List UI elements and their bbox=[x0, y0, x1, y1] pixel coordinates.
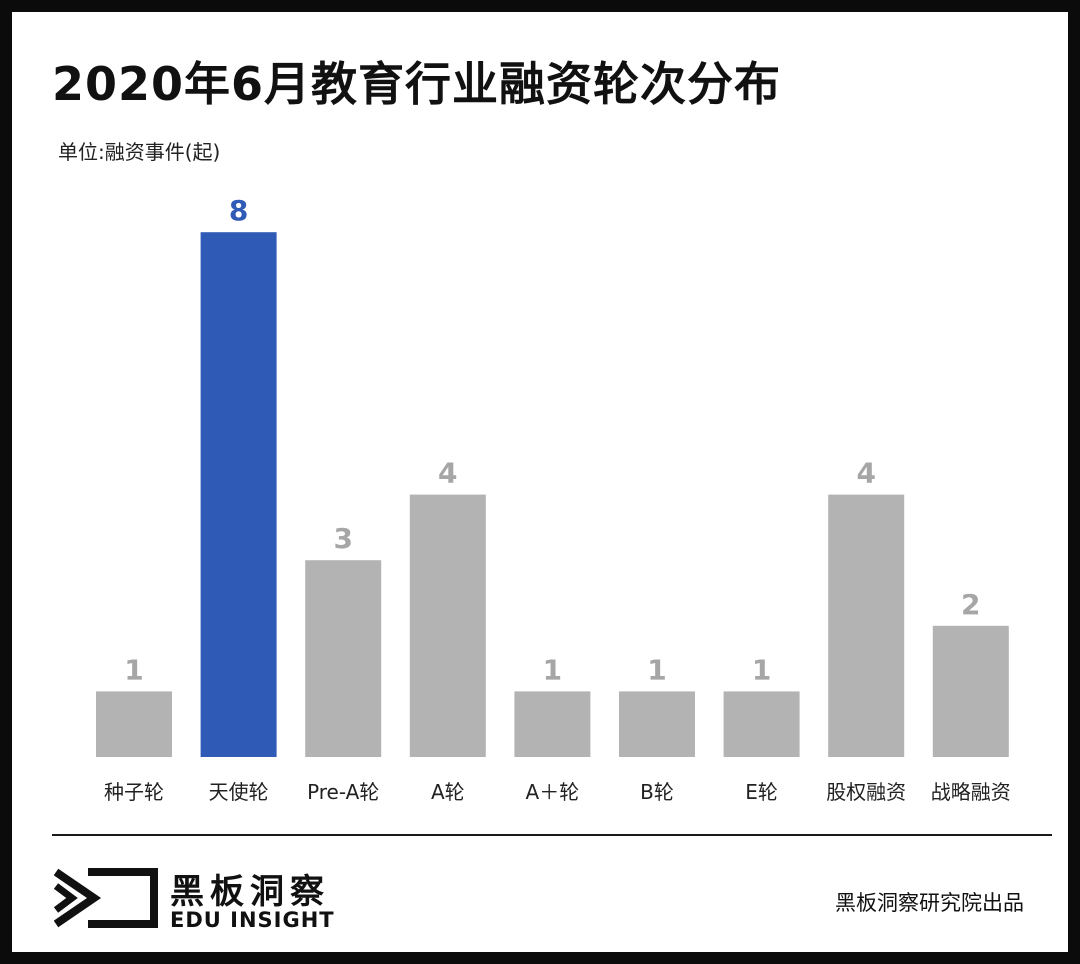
data-label-6: 1 bbox=[752, 653, 771, 686]
category-label-4: A＋轮 bbox=[526, 780, 580, 804]
category-label-5: B轮 bbox=[640, 780, 674, 804]
data-label-1: 8 bbox=[229, 194, 248, 227]
bar-5 bbox=[619, 691, 695, 757]
bar-4 bbox=[514, 691, 591, 757]
data-label-2: 3 bbox=[333, 522, 352, 555]
category-label-0: 种子轮 bbox=[104, 780, 164, 804]
data-label-8: 2 bbox=[961, 588, 980, 621]
data-label-3: 4 bbox=[438, 457, 457, 490]
credit-text: 黑板洞察研究院出品 bbox=[835, 891, 1024, 915]
data-label-5: 1 bbox=[647, 653, 666, 686]
category-label-2: Pre-A轮 bbox=[307, 780, 379, 804]
brand-name-cn: 黑板洞察 bbox=[170, 872, 330, 912]
category-label-7: 股权融资 bbox=[826, 780, 906, 804]
bar-3 bbox=[409, 494, 486, 757]
category-label-8: 战略融资 bbox=[931, 780, 1011, 804]
bar-7 bbox=[828, 494, 905, 757]
eye-arrow-logo-icon bbox=[54, 868, 158, 928]
category-label-3: A轮 bbox=[431, 780, 465, 804]
chart-title: 2020年6月教育行业融资轮次分布 bbox=[52, 57, 782, 111]
bar-1 bbox=[200, 232, 277, 757]
bar-0 bbox=[96, 691, 172, 757]
data-label-7: 4 bbox=[856, 457, 875, 490]
category-label-1: 天使轮 bbox=[209, 780, 269, 804]
bar-6 bbox=[723, 691, 800, 757]
bar-8 bbox=[932, 625, 1009, 757]
brand-name-en: EDU INSIGHT bbox=[170, 908, 335, 932]
bar-2 bbox=[305, 560, 382, 757]
footer-divider bbox=[52, 834, 1052, 836]
unit-label: 单位:融资事件(起) bbox=[58, 140, 221, 164]
data-label-4: 1 bbox=[543, 653, 562, 686]
data-label-0: 1 bbox=[124, 653, 143, 686]
category-label-6: E轮 bbox=[745, 780, 778, 804]
bar-chart: 1 种子轮 8 天使轮 3 Pre-A轮 4 A轮 1 A＋轮 1 B轮 1 E轮 4 股权融资 2 战略融资 bbox=[96, 194, 1011, 804]
